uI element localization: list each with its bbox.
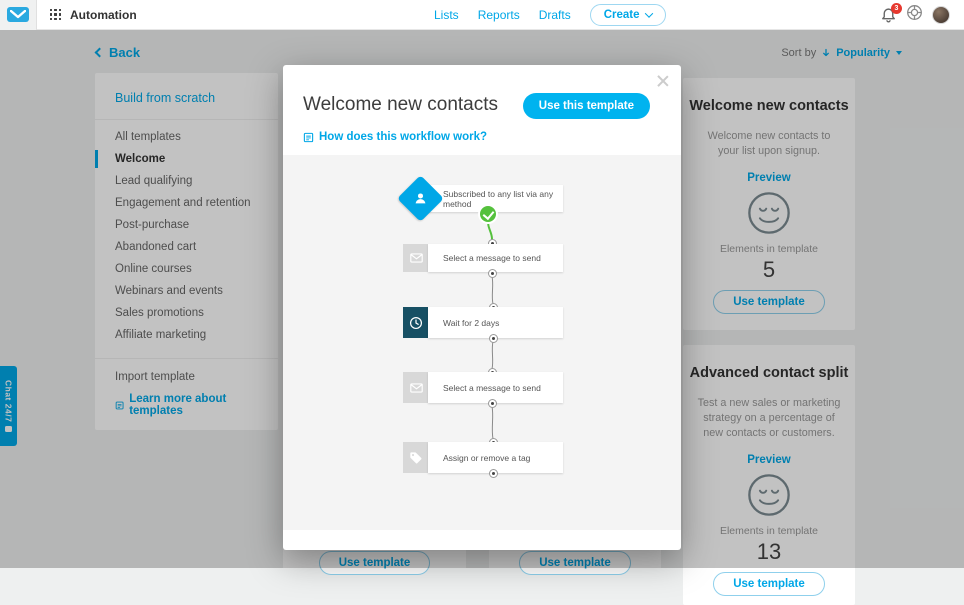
learn-more-link[interactable]: Learn more about templates: [95, 393, 278, 417]
header-nav: Lists Reports Drafts Create: [434, 0, 666, 30]
connector-dot[interactable]: [488, 468, 498, 478]
sort-control[interactable]: Sort by Popularity: [781, 47, 902, 59]
build-from-scratch-link[interactable]: Build from scratch: [115, 91, 216, 105]
tag-icon: [403, 442, 429, 473]
clock-icon: [403, 307, 429, 338]
workflow-step[interactable]: Subscribed to any list via any method: [428, 185, 563, 212]
workflow-step[interactable]: Wait for 2 days: [428, 307, 563, 338]
page-title: Automation: [70, 7, 137, 22]
learn-more-label: Learn more about templates: [129, 393, 227, 417]
workflow-step-label: Select a message to send: [443, 253, 541, 263]
connector-dot[interactable]: [488, 333, 498, 343]
workflow-help-link[interactable]: How does this workflow work?: [303, 131, 487, 143]
chat-tab-label: Chat 24/7: [3, 379, 14, 423]
sidebar-item-engagement-retention[interactable]: Engagement and retention: [115, 197, 251, 209]
envelope-logo-icon: [7, 7, 29, 22]
use-template-button[interactable]: Use template: [713, 572, 825, 596]
chat-tab[interactable]: Chat 24/7: [0, 366, 17, 446]
back-label: Back: [109, 45, 141, 60]
sidebar-item-welcome[interactable]: Welcome: [95, 148, 278, 170]
create-button[interactable]: Create: [589, 4, 666, 26]
sidebar-item-online-courses[interactable]: Online courses: [115, 263, 192, 275]
sidebar-item-sales-promotions[interactable]: Sales promotions: [115, 307, 204, 319]
nav-link-reports[interactable]: Reports: [477, 8, 520, 22]
sort-label: Sort by: [781, 47, 817, 59]
elements-label: Elements in template: [719, 525, 819, 537]
help-ring-icon: [907, 5, 922, 20]
trigger-diamond[interactable]: [397, 175, 444, 222]
divider: [95, 358, 278, 359]
sidebar-item-all-templates[interactable]: All templates: [115, 131, 181, 143]
notification-badge: 3: [891, 2, 902, 14]
workflow-step-label: Select a message to send: [443, 382, 541, 393]
back-button[interactable]: Back: [94, 45, 141, 60]
sidebar-item-abandoned-cart[interactable]: Abandoned cart: [115, 241, 197, 253]
brand-logo-box[interactable]: [0, 0, 37, 30]
card-description: Welcome new contacts to your list upon s…: [707, 130, 831, 157]
completed-check-icon: [480, 206, 496, 222]
nav-link-lists[interactable]: Lists: [434, 8, 459, 22]
template-card-welcome-new-contacts: Welcome new contacts Welcome new contact…: [683, 78, 855, 330]
chat-bubble-icon: [5, 426, 12, 433]
workflow-help-label: How does this workflow work?: [319, 131, 488, 143]
divider: [95, 119, 278, 120]
smiley-face-icon: [683, 472, 855, 523]
import-template-link[interactable]: Import template: [115, 371, 195, 383]
modal-title: Welcome new contacts: [303, 94, 499, 115]
template-preview-modal: Welcome new contacts Use this template H…: [283, 65, 681, 550]
sidebar-item-affiliate-marketing[interactable]: Affiliate marketing: [115, 329, 207, 341]
workflow-step[interactable]: Select a message to send: [428, 244, 563, 272]
person-icon: [404, 182, 437, 215]
sidebar-item-post-purchase[interactable]: Post-purchase: [115, 219, 190, 231]
template-category-sidebar: Build from scratch All templates Welcome…: [95, 73, 278, 430]
workflow-step[interactable]: Assign or remove a tag: [428, 442, 563, 473]
sort-value: Popularity: [836, 47, 890, 59]
notifications-button[interactable]: 3: [880, 2, 902, 24]
chevron-down-icon: [644, 9, 653, 18]
envelope-icon: [403, 372, 429, 403]
top-header: Automation Lists Reports Drafts Create 3: [0, 0, 964, 30]
sidebar-item-webinars-events[interactable]: Webinars and events: [115, 285, 223, 297]
workflow-step-label: Assign or remove a tag: [443, 452, 531, 463]
document-icon: [115, 401, 124, 409]
envelope-icon: [403, 244, 429, 272]
preview-link[interactable]: Preview: [747, 172, 791, 184]
workflow-canvas: Subscribed to any list via any method Se…: [283, 155, 681, 530]
sidebar-item-lead-qualifying[interactable]: Lead qualifying: [115, 175, 193, 187]
smiley-face-icon: [683, 190, 855, 241]
use-this-template-button[interactable]: Use this template: [522, 93, 650, 119]
workflow-step[interactable]: Select a message to send: [428, 372, 563, 403]
elements-count: 13: [756, 539, 782, 564]
workflow-step-label: Wait for 2 days: [443, 317, 500, 328]
preview-link[interactable]: Preview: [747, 454, 791, 466]
app-grid-icon[interactable]: [50, 9, 61, 20]
connector-dot[interactable]: [487, 398, 497, 408]
document-icon: [303, 132, 314, 142]
create-button-label: Create: [603, 9, 640, 21]
elements-count: 5: [762, 257, 776, 282]
chevron-down-icon: [896, 51, 902, 55]
use-template-button[interactable]: Use template: [713, 290, 825, 314]
nav-link-drafts[interactable]: Drafts: [538, 8, 571, 22]
card-title: Welcome new contacts: [689, 98, 849, 114]
help-button[interactable]: [906, 4, 923, 26]
user-avatar[interactable]: [932, 6, 950, 24]
card-title: Advanced contact split: [689, 365, 849, 381]
close-icon[interactable]: [655, 74, 669, 88]
card-description: Test a new sales or marketing strategy o…: [697, 397, 841, 439]
connector-dot[interactable]: [487, 268, 497, 278]
sort-arrow-icon: [823, 48, 830, 57]
workflow-step-label: Subscribed to any list via any method: [443, 188, 554, 209]
elements-label: Elements in template: [719, 243, 819, 255]
header-icons: 3: [880, 0, 950, 30]
